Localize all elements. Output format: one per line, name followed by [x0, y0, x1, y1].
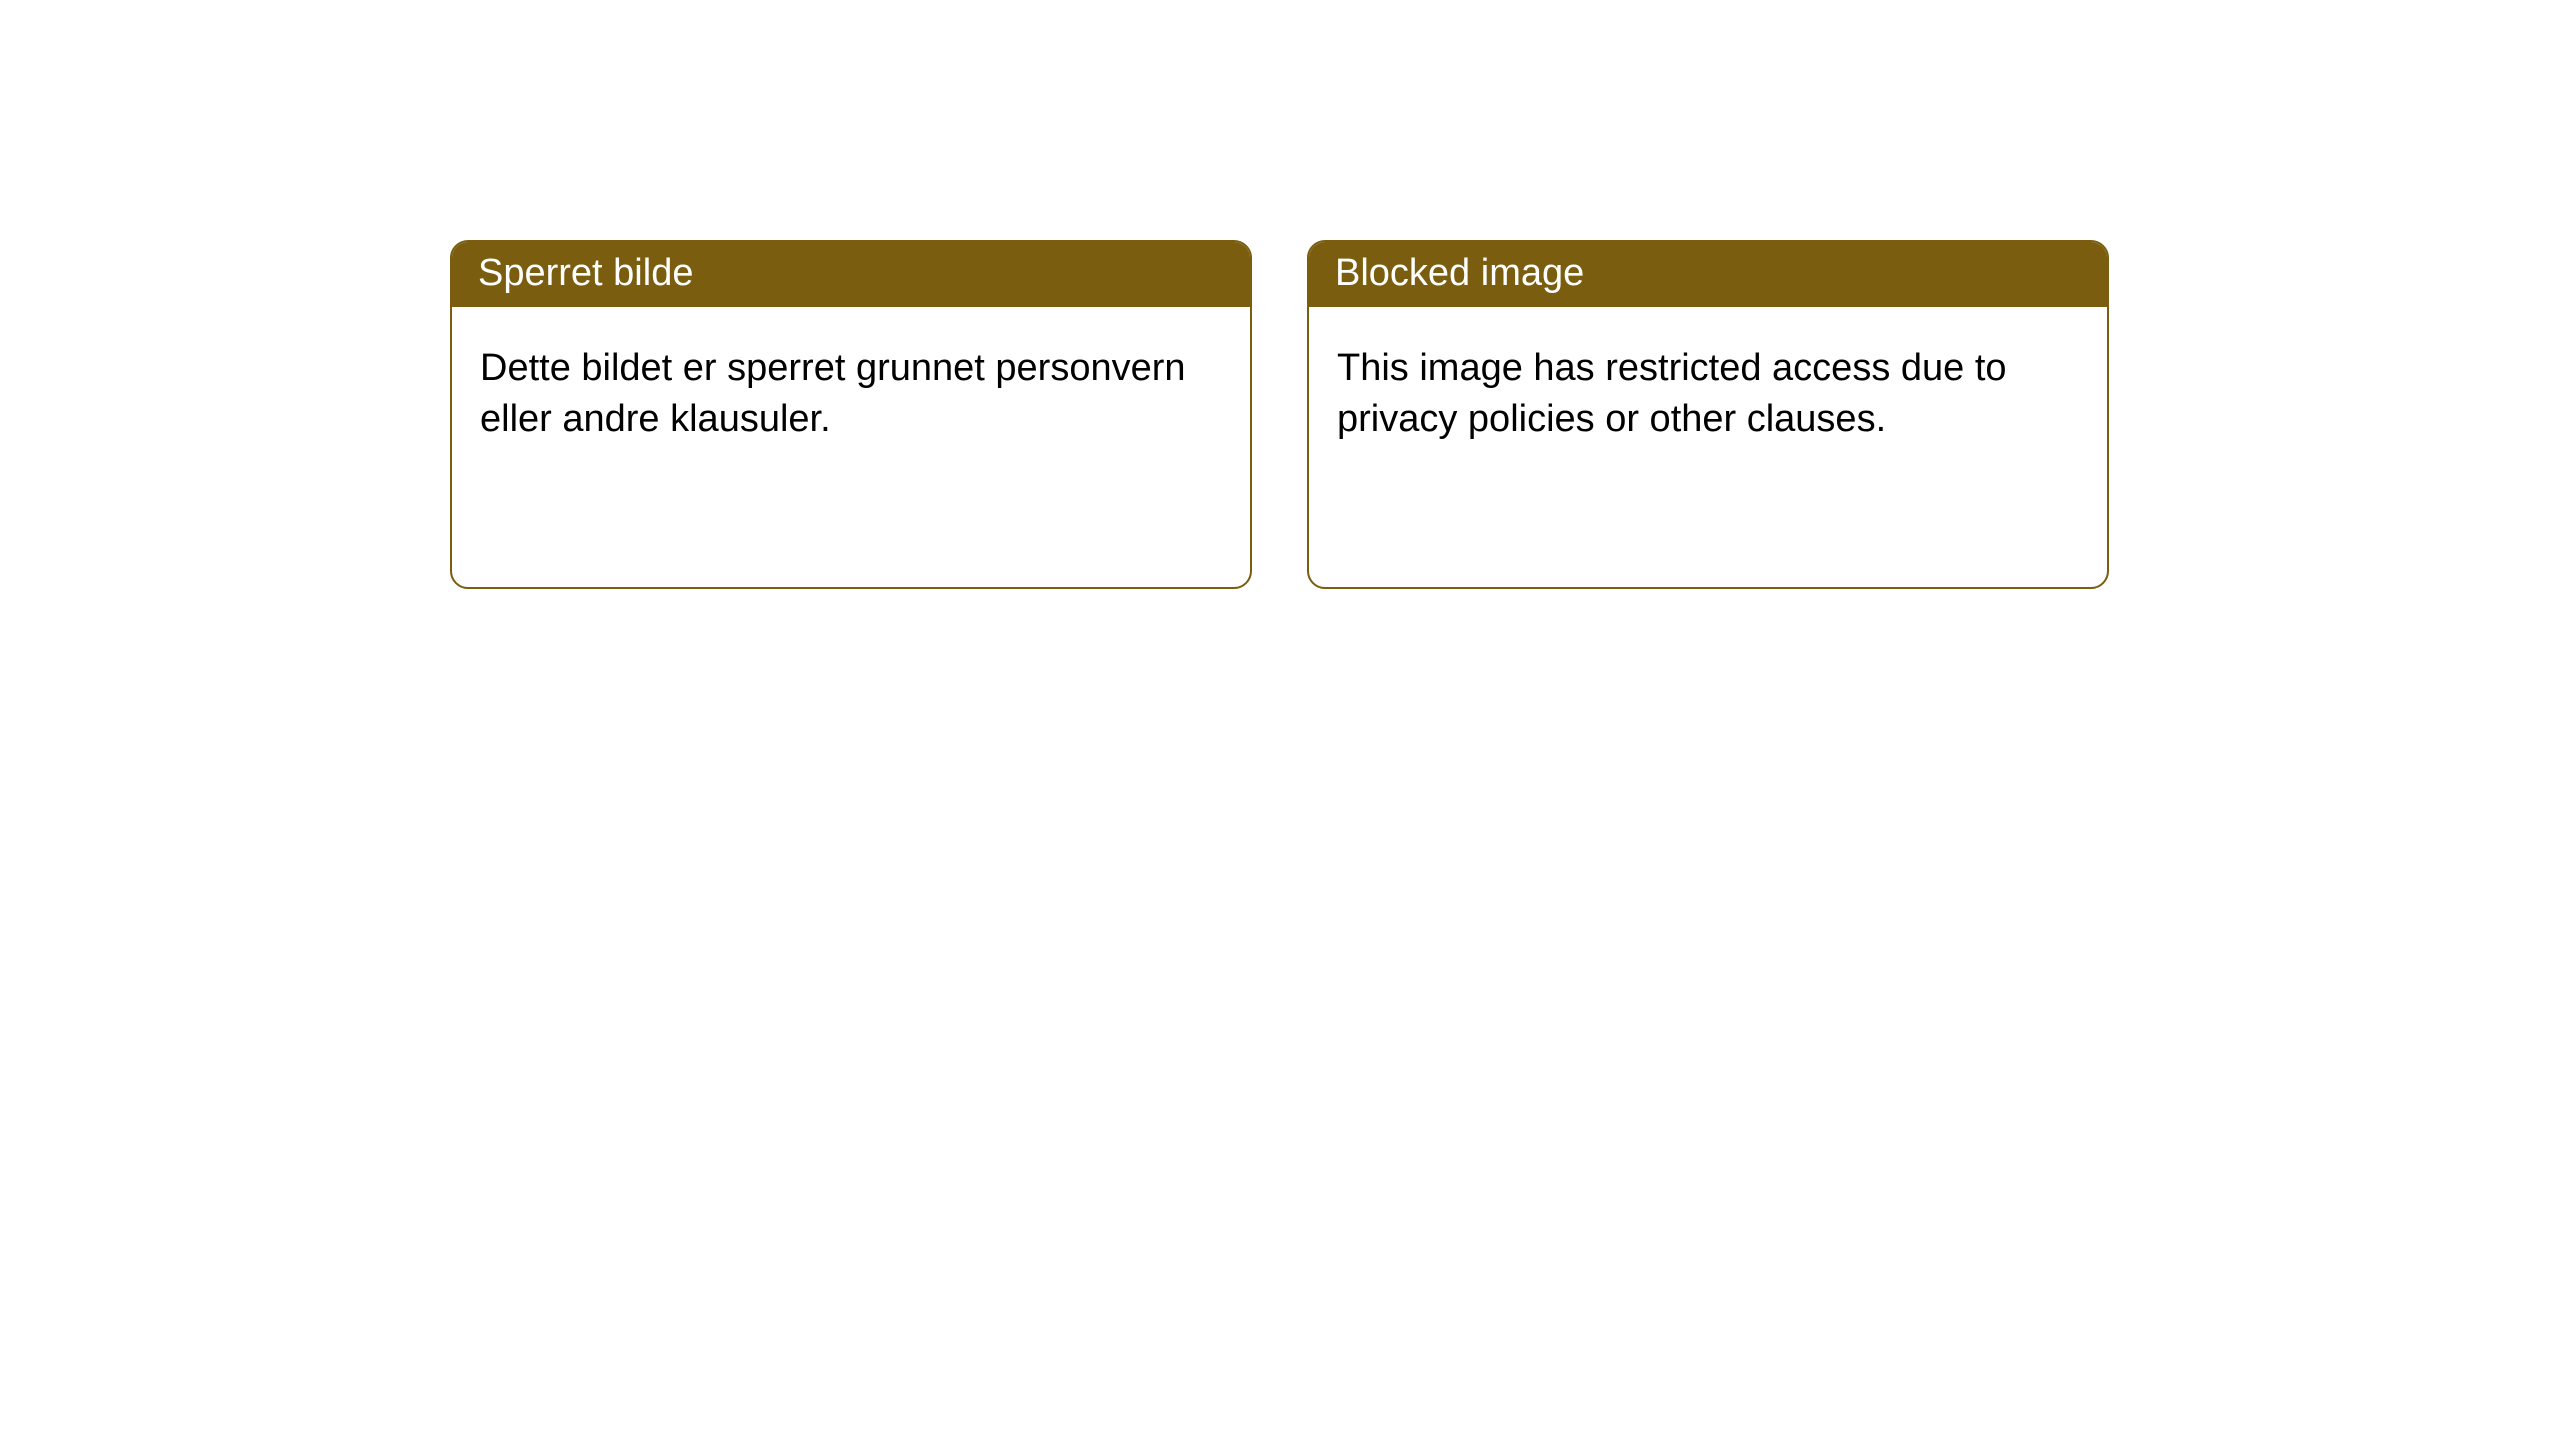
notice-body-en: This image has restricted access due to …	[1309, 307, 2107, 587]
notice-container: Sperret bilde Dette bildet er sperret gr…	[0, 0, 2560, 589]
notice-body-no: Dette bildet er sperret grunnet personve…	[452, 307, 1250, 587]
notice-header-no: Sperret bilde	[452, 242, 1250, 307]
notice-card-no: Sperret bilde Dette bildet er sperret gr…	[450, 240, 1252, 589]
notice-card-en: Blocked image This image has restricted …	[1307, 240, 2109, 589]
notice-header-en: Blocked image	[1309, 242, 2107, 307]
